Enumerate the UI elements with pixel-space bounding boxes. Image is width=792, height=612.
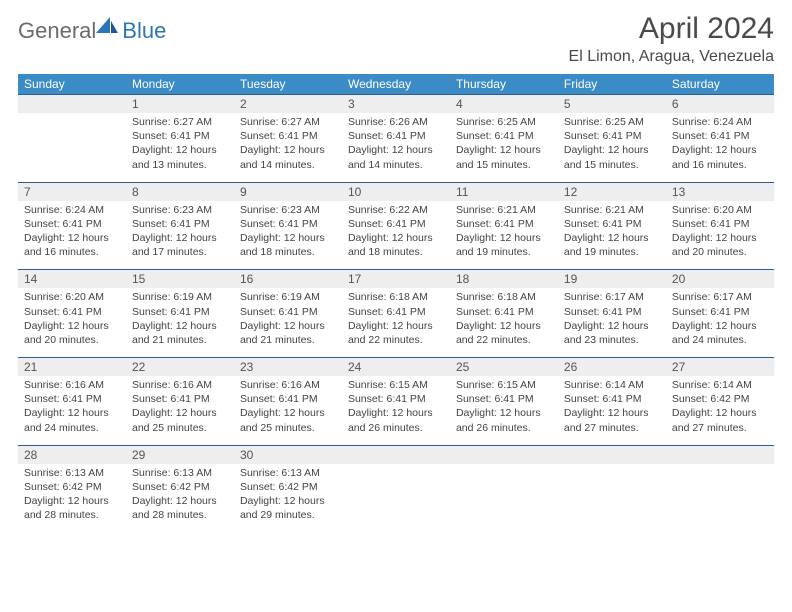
day-detail: Sunrise: 6:21 AMSunset: 6:41 PMDaylight:… [450,201,558,270]
day-number: 15 [126,270,234,289]
day-detail: Sunrise: 6:15 AMSunset: 6:41 PMDaylight:… [342,376,450,445]
dow-monday: Monday [126,74,234,95]
day-number [666,445,774,464]
day-number: 22 [126,358,234,377]
day-number: 18 [450,270,558,289]
day-number: 21 [18,358,126,377]
day-number [450,445,558,464]
day-detail: Sunrise: 6:14 AMSunset: 6:41 PMDaylight:… [558,376,666,445]
day-detail: Sunrise: 6:27 AMSunset: 6:41 PMDaylight:… [234,113,342,182]
day-number: 7 [18,182,126,201]
dow-sunday: Sunday [18,74,126,95]
week-detail-row: Sunrise: 6:16 AMSunset: 6:41 PMDaylight:… [18,376,774,445]
day-detail: Sunrise: 6:25 AMSunset: 6:41 PMDaylight:… [450,113,558,182]
day-number: 24 [342,358,450,377]
calendar-table: Sunday Monday Tuesday Wednesday Thursday… [18,74,774,532]
week-number-row: 78910111213 [18,182,774,201]
day-number: 20 [666,270,774,289]
dow-wednesday: Wednesday [342,74,450,95]
logo-text-general: General [18,18,96,44]
week-detail-row: Sunrise: 6:27 AMSunset: 6:41 PMDaylight:… [18,113,774,182]
day-number: 3 [342,95,450,114]
dow-tuesday: Tuesday [234,74,342,95]
day-number: 8 [126,182,234,201]
day-number [558,445,666,464]
day-number: 27 [666,358,774,377]
day-detail: Sunrise: 6:16 AMSunset: 6:41 PMDaylight:… [18,376,126,445]
day-detail: Sunrise: 6:20 AMSunset: 6:41 PMDaylight:… [666,201,774,270]
day-detail: Sunrise: 6:25 AMSunset: 6:41 PMDaylight:… [558,113,666,182]
calendar-body: 123456Sunrise: 6:27 AMSunset: 6:41 PMDay… [18,95,774,533]
logo: General Blue [18,12,166,44]
day-number: 19 [558,270,666,289]
day-number: 2 [234,95,342,114]
day-detail: Sunrise: 6:17 AMSunset: 6:41 PMDaylight:… [558,288,666,357]
day-detail [666,464,774,533]
day-detail: Sunrise: 6:20 AMSunset: 6:41 PMDaylight:… [18,288,126,357]
day-number: 6 [666,95,774,114]
day-number: 30 [234,445,342,464]
day-number: 23 [234,358,342,377]
day-detail: Sunrise: 6:27 AMSunset: 6:41 PMDaylight:… [126,113,234,182]
day-number: 13 [666,182,774,201]
day-detail: Sunrise: 6:19 AMSunset: 6:41 PMDaylight:… [234,288,342,357]
day-number: 29 [126,445,234,464]
day-number: 17 [342,270,450,289]
title-block: April 2024 El Limon, Aragua, Venezuela [569,12,774,66]
day-detail: Sunrise: 6:16 AMSunset: 6:41 PMDaylight:… [126,376,234,445]
day-number: 28 [18,445,126,464]
day-detail [558,464,666,533]
day-number: 26 [558,358,666,377]
location: El Limon, Aragua, Venezuela [569,48,774,66]
day-detail: Sunrise: 6:24 AMSunset: 6:41 PMDaylight:… [18,201,126,270]
day-detail: Sunrise: 6:14 AMSunset: 6:42 PMDaylight:… [666,376,774,445]
day-detail: Sunrise: 6:17 AMSunset: 6:41 PMDaylight:… [666,288,774,357]
day-detail: Sunrise: 6:23 AMSunset: 6:41 PMDaylight:… [234,201,342,270]
day-number: 4 [450,95,558,114]
day-number: 11 [450,182,558,201]
logo-text-blue: Blue [122,18,166,44]
day-detail: Sunrise: 6:18 AMSunset: 6:41 PMDaylight:… [342,288,450,357]
logo-sail-icon [96,17,118,33]
day-number: 16 [234,270,342,289]
dow-friday: Friday [558,74,666,95]
day-detail: Sunrise: 6:18 AMSunset: 6:41 PMDaylight:… [450,288,558,357]
day-detail: Sunrise: 6:13 AMSunset: 6:42 PMDaylight:… [234,464,342,533]
week-number-row: 21222324252627 [18,358,774,377]
day-detail: Sunrise: 6:16 AMSunset: 6:41 PMDaylight:… [234,376,342,445]
day-number: 5 [558,95,666,114]
dow-saturday: Saturday [666,74,774,95]
week-detail-row: Sunrise: 6:13 AMSunset: 6:42 PMDaylight:… [18,464,774,533]
day-number: 25 [450,358,558,377]
day-detail [18,113,126,182]
day-detail: Sunrise: 6:13 AMSunset: 6:42 PMDaylight:… [126,464,234,533]
dow-thursday: Thursday [450,74,558,95]
day-detail: Sunrise: 6:23 AMSunset: 6:41 PMDaylight:… [126,201,234,270]
day-detail: Sunrise: 6:13 AMSunset: 6:42 PMDaylight:… [18,464,126,533]
week-detail-row: Sunrise: 6:24 AMSunset: 6:41 PMDaylight:… [18,201,774,270]
day-detail: Sunrise: 6:24 AMSunset: 6:41 PMDaylight:… [666,113,774,182]
day-number: 12 [558,182,666,201]
day-number: 14 [18,270,126,289]
day-number [342,445,450,464]
day-detail [450,464,558,533]
day-detail [342,464,450,533]
header: General Blue April 2024 El Limon, Aragua… [18,12,774,66]
day-detail: Sunrise: 6:22 AMSunset: 6:41 PMDaylight:… [342,201,450,270]
day-detail: Sunrise: 6:26 AMSunset: 6:41 PMDaylight:… [342,113,450,182]
day-number: 10 [342,182,450,201]
day-of-week-row: Sunday Monday Tuesday Wednesday Thursday… [18,74,774,95]
day-detail: Sunrise: 6:21 AMSunset: 6:41 PMDaylight:… [558,201,666,270]
day-number [18,95,126,114]
day-number: 1 [126,95,234,114]
day-detail: Sunrise: 6:19 AMSunset: 6:41 PMDaylight:… [126,288,234,357]
week-number-row: 14151617181920 [18,270,774,289]
month-title: April 2024 [569,12,774,46]
week-number-row: 123456 [18,95,774,114]
week-number-row: 282930 [18,445,774,464]
day-detail: Sunrise: 6:15 AMSunset: 6:41 PMDaylight:… [450,376,558,445]
day-number: 9 [234,182,342,201]
week-detail-row: Sunrise: 6:20 AMSunset: 6:41 PMDaylight:… [18,288,774,357]
